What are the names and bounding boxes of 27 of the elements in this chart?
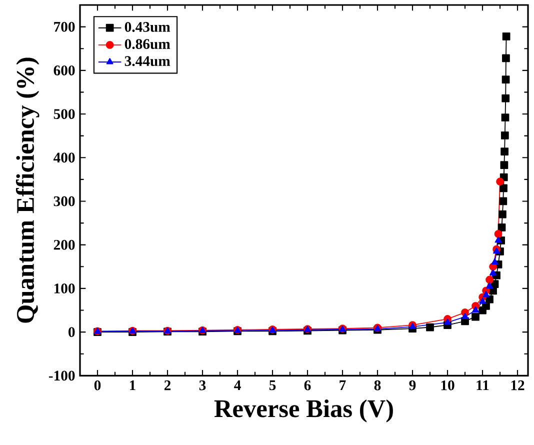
- y-axis-title: Quantum Efficiency (%): [16, 58, 40, 323]
- y-tick-label: 300: [54, 196, 75, 206]
- x-tick-label: 8: [374, 380, 381, 390]
- y-tick-label: 100: [54, 284, 75, 294]
- x-tick-label: 6: [304, 380, 311, 390]
- y-tick-label: 400: [54, 152, 75, 163]
- x-tick-label: 2: [164, 380, 171, 390]
- y-tick-label: -100: [48, 370, 75, 381]
- x-tick-label: 11: [476, 380, 489, 390]
- x-tick-label: 10: [441, 380, 454, 390]
- legend-label: 3.44um: [124, 56, 170, 66]
- y-tick-label: 0: [68, 327, 75, 338]
- y-tick-label: 500: [54, 109, 75, 119]
- y-tick-label: 700: [54, 22, 75, 32]
- x-tick-label: 3: [199, 380, 206, 390]
- x-tick-label: 12: [511, 380, 524, 390]
- legend-label: 0.43um: [124, 22, 170, 32]
- x-tick-label: 4: [234, 380, 241, 390]
- x-tick-label: 1: [130, 380, 136, 390]
- x-tick-label: 7: [340, 380, 346, 390]
- legend-label: 0.86um: [124, 39, 170, 50]
- x-tick-label: 9: [409, 380, 416, 390]
- y-tick-label: 200: [54, 240, 75, 250]
- y-tick-label: 600: [54, 65, 75, 76]
- x-tick-label: 0: [94, 380, 101, 390]
- x-tick-label: 5: [269, 380, 276, 390]
- x-axis-title: Reverse Bias (V): [214, 399, 393, 422]
